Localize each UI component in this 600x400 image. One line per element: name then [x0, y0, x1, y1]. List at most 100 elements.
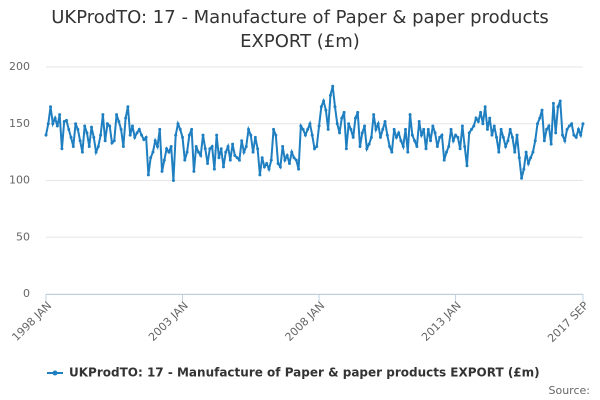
- data-point: [415, 144, 419, 148]
- data-point: [130, 124, 134, 128]
- data-point: [556, 105, 560, 109]
- data-point: [383, 119, 387, 123]
- data-point: [472, 124, 476, 128]
- data-point: [413, 139, 417, 143]
- data-point: [510, 135, 514, 139]
- data-point: [253, 135, 257, 139]
- data-point: [210, 144, 214, 148]
- data-point: [260, 156, 264, 160]
- data-point: [87, 144, 91, 148]
- data-point: [308, 122, 312, 126]
- data-point: [513, 150, 517, 154]
- data-point: [165, 147, 169, 151]
- data-point: [119, 127, 123, 131]
- data-point: [392, 127, 396, 131]
- data-point: [110, 141, 114, 145]
- data-point: [240, 139, 244, 143]
- data-point: [53, 116, 57, 120]
- series-line: [45, 86, 584, 181]
- data-point: [495, 135, 499, 139]
- data-point: [381, 127, 385, 131]
- data-point: [176, 122, 180, 126]
- data-point: [529, 156, 533, 160]
- data-point: [485, 127, 489, 131]
- data-point: [142, 138, 146, 142]
- data-point: [522, 167, 526, 171]
- data-point: [499, 127, 503, 131]
- data-point: [251, 150, 255, 154]
- data-point: [149, 156, 153, 160]
- data-point: [158, 127, 162, 131]
- data-point: [208, 147, 212, 151]
- data-point: [262, 165, 266, 169]
- x-tick-label: 2017 SEP: [545, 299, 591, 345]
- data-point: [310, 133, 314, 137]
- data-point: [567, 124, 571, 128]
- data-point: [306, 127, 310, 131]
- data-point: [467, 131, 471, 135]
- data-point: [378, 135, 382, 139]
- data-point: [55, 124, 59, 128]
- data-point: [190, 127, 194, 131]
- data-point: [83, 124, 87, 128]
- data-point: [533, 139, 537, 143]
- data-point: [105, 122, 109, 126]
- data-point: [217, 156, 221, 160]
- data-point: [506, 139, 510, 143]
- data-point: [128, 133, 132, 137]
- data-point: [508, 127, 512, 131]
- data-point: [196, 150, 200, 154]
- data-point: [90, 125, 94, 129]
- data-point: [78, 139, 82, 143]
- data-point: [256, 147, 260, 151]
- x-tick-label: 2003 JAN: [146, 299, 191, 344]
- data-point: [258, 173, 262, 177]
- data-point: [465, 164, 469, 168]
- data-point: [535, 122, 539, 126]
- data-point: [483, 105, 487, 109]
- data-point: [233, 154, 237, 158]
- data-point: [178, 127, 182, 131]
- data-point: [67, 127, 71, 131]
- data-point: [504, 144, 508, 148]
- data-point: [449, 127, 453, 131]
- data-point: [94, 150, 98, 154]
- data-point: [408, 113, 412, 117]
- legend-marker: [52, 370, 58, 376]
- data-point: [385, 133, 389, 137]
- data-point: [219, 147, 223, 151]
- data-point: [299, 124, 303, 128]
- data-point: [146, 173, 150, 177]
- data-point: [133, 135, 137, 139]
- data-point: [169, 144, 173, 148]
- data-point: [278, 165, 282, 169]
- data-point: [235, 156, 239, 160]
- data-point: [394, 135, 398, 139]
- data-point: [115, 113, 119, 117]
- data-point: [576, 127, 580, 131]
- data-point: [317, 124, 321, 128]
- data-point: [374, 127, 378, 131]
- data-point: [333, 105, 337, 109]
- data-point: [315, 144, 319, 148]
- data-point: [579, 133, 583, 137]
- data-point: [226, 144, 230, 148]
- data-point: [103, 139, 107, 143]
- data-point: [399, 139, 403, 143]
- data-point: [194, 144, 198, 148]
- data-point: [51, 122, 55, 126]
- data-point: [390, 150, 394, 154]
- data-point: [563, 139, 567, 143]
- data-point: [444, 150, 448, 154]
- data-point: [572, 133, 576, 137]
- data-point: [524, 150, 528, 154]
- data-point: [406, 150, 410, 154]
- data-point: [69, 135, 73, 139]
- chart-title: UKProdTO: 17 - Manufacture of Paper & pa…: [51, 7, 549, 52]
- data-point: [401, 144, 405, 148]
- data-point: [144, 135, 148, 139]
- data-point: [301, 127, 305, 131]
- data-point: [283, 158, 287, 162]
- data-point: [281, 144, 285, 148]
